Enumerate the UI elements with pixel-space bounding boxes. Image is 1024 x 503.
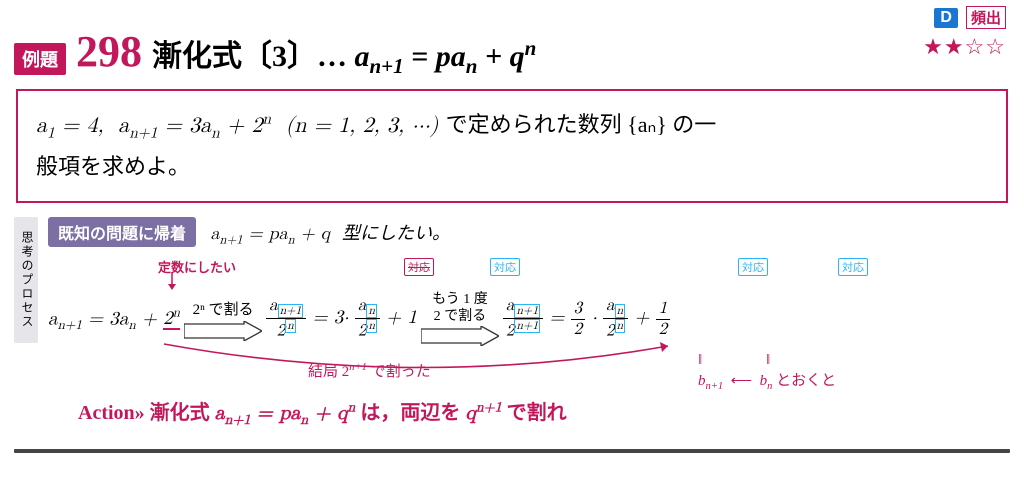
- badge-d: D: [934, 8, 958, 28]
- example-number: 298: [76, 26, 142, 77]
- problem-formula: a1 = 4, an+1 = 3an + 2n (n = 1, 2, 3, ··…: [36, 115, 446, 137]
- action-text-b: は，両辺を: [360, 402, 465, 424]
- action-line: Action» 漸化式 an+1 = pan + qn は，両辺を qn+1 で…: [78, 396, 1010, 429]
- tag-taiou-cancel: 対応: [404, 258, 434, 276]
- tag-taiou-1: 対応: [490, 258, 520, 276]
- flow-mid: an+12n = 3· an2n + 1: [266, 296, 417, 342]
- action-label: Action»: [78, 402, 145, 424]
- problem-line2: 般項を求めよ。: [36, 154, 190, 179]
- tag-taiou-2: 対応: [738, 258, 768, 276]
- title-formula: an+1 = pan + qn: [355, 40, 537, 73]
- curve-note: 結局 2n+1 で割った: [308, 360, 431, 381]
- arrow-down-icon: [166, 272, 178, 290]
- footer-divider: [14, 449, 1010, 453]
- action-formula-2: qn+1: [465, 403, 501, 423]
- flow-end: an+12n+1 = 32 · an2n + 12: [503, 296, 670, 342]
- arrow-2: もう 1 度 2 で割る: [421, 292, 499, 346]
- tag-taiou-3: 対応: [838, 258, 868, 276]
- problem-box: a1 = 4, an+1 = 3an + 2n (n = 1, 2, 3, ··…: [16, 89, 1008, 203]
- example-header: 例題 298 漸化式〔3〕… an+1 = pan + qn: [14, 26, 1010, 79]
- bn-annotation: ‖ ‖ bn+1 ⟵ bn とおくと: [698, 352, 836, 392]
- action-text-c: で割れ: [507, 402, 567, 424]
- flow-start: an+1 = 3an + 2n: [48, 305, 180, 334]
- arrow-1: 2ⁿ で割る: [184, 298, 262, 341]
- want-type: an+1 = pan + q 型にしたい。: [205, 219, 451, 249]
- process-sidebar: 思考のプロセス: [14, 217, 38, 343]
- problem-tail: で定められた数列 {aₙ} の一: [446, 112, 717, 137]
- derivation-flow: an+1 = 3an + 2n 2ⁿ で割る an+12n = 3· an2n …: [48, 292, 1010, 346]
- bn-arrow: ⟵: [731, 373, 753, 389]
- arrow2-label-b: 2 で割る: [434, 309, 487, 324]
- example-title: 漸化式〔3〕… an+1 = pan + qn: [152, 31, 536, 79]
- difficulty-stars: ★★☆☆: [923, 34, 1006, 60]
- arrow2-label-a: もう 1 度: [432, 292, 488, 307]
- reidai-label: 例題: [14, 43, 66, 75]
- action-text-a: 漸化式: [150, 402, 215, 424]
- kichi-badge: 既知の問題に帰着: [48, 217, 196, 247]
- title-jp: 漸化式〔3〕…: [152, 40, 347, 73]
- action-formula-1: an+1 = pan + qn: [215, 403, 356, 423]
- arrow1-label: 2ⁿ で割る: [193, 298, 254, 319]
- badge-freq: 頻出: [966, 6, 1006, 29]
